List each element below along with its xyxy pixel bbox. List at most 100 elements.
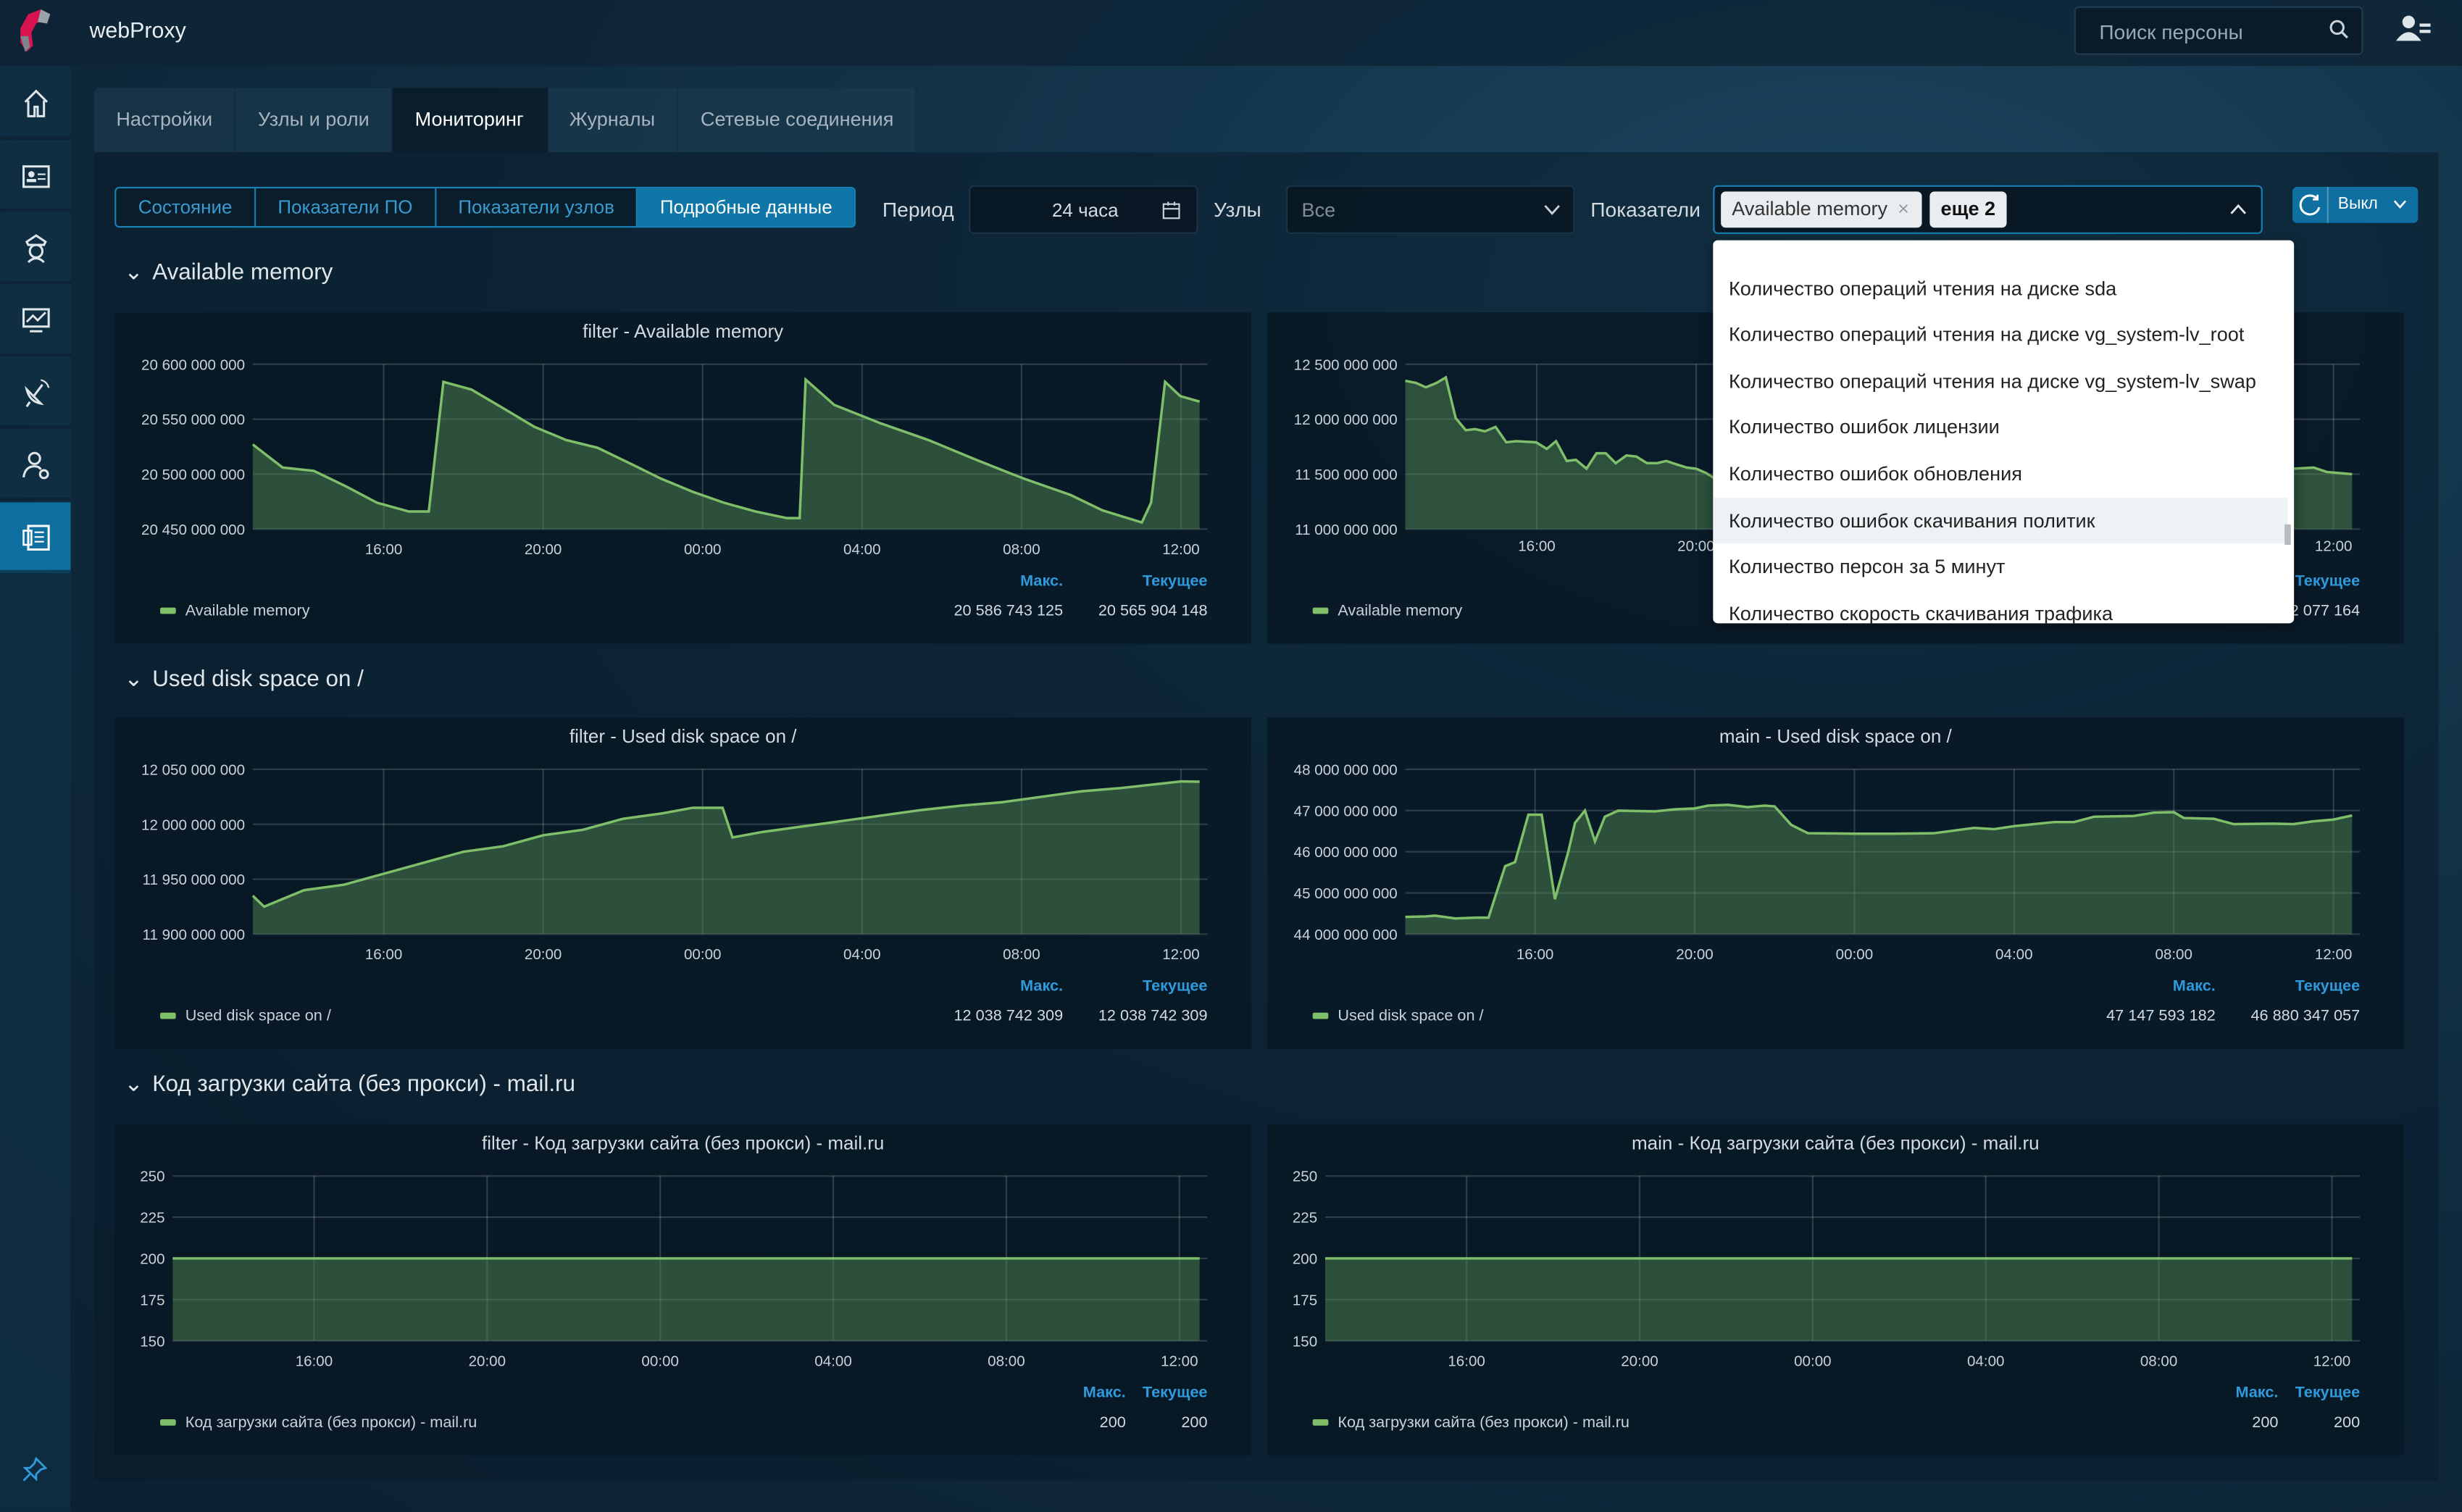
- chart-legend[interactable]: Available memory: [1313, 603, 1463, 620]
- period-label: Период: [882, 198, 954, 222]
- metric-chip-label: Available memory: [1732, 198, 1887, 220]
- satellite-dish-icon: [20, 376, 51, 407]
- x-tick-label: 20:00: [469, 1353, 506, 1369]
- user-settings-icon[interactable]: [2396, 14, 2431, 46]
- dropdown-option-label: Количество операций чтения на диске vg_s…: [1729, 324, 2244, 346]
- tab-nodes-roles[interactable]: Узлы и роли: [236, 88, 393, 152]
- sidebar-item-users[interactable]: [0, 430, 71, 501]
- y-tick-label: 250: [1293, 1169, 1317, 1185]
- dropdown-scrollbar[interactable]: [2284, 525, 2291, 545]
- pin-sidebar-icon[interactable]: [22, 1457, 47, 1482]
- stat-max-header: Макс.: [2235, 1384, 2278, 1402]
- chart-legend[interactable]: Used disk space on /: [160, 1008, 331, 1025]
- chevron-down-icon: ⌄: [124, 667, 146, 693]
- subtab-node-metrics[interactable]: Показатели узлов: [436, 188, 638, 226]
- metrics-multiselect[interactable]: Available memory × еще 2: [1713, 185, 2262, 234]
- legend-swatch: [1313, 1014, 1329, 1020]
- section-header[interactable]: ⌄Available memory: [124, 261, 333, 286]
- legend-label: Код загрузки сайта (без прокси) - mail.r…: [185, 1415, 477, 1432]
- dropdown-option-label: Количество ошибок скачивания политик: [1729, 509, 2095, 531]
- dropdown-option[interactable]: Количество персон за 5 минут: [1713, 544, 2287, 590]
- tab-logs[interactable]: Журналы: [547, 88, 678, 152]
- dropdown-option[interactable]: Количество ошибок скачивания политик: [1713, 498, 2287, 543]
- chart-title: filter - Used disk space on /: [114, 725, 1251, 747]
- home-icon: [20, 87, 51, 118]
- chart-legend[interactable]: Код загрузки сайта (без прокси) - mail.r…: [160, 1415, 477, 1432]
- dropdown-option[interactable]: Количество операций чтения на диске vg_s…: [1713, 359, 2287, 404]
- remove-chip-icon[interactable]: ×: [1898, 198, 1909, 220]
- y-tick-label: 200: [1293, 1251, 1317, 1268]
- auto-refresh-button[interactable]: Выкл: [2292, 187, 2418, 223]
- legend-swatch: [160, 1014, 176, 1020]
- series-area: [172, 1258, 1199, 1341]
- tab-network-connections[interactable]: Сетевые соединения: [679, 88, 917, 152]
- person-search[interactable]: [2074, 7, 2363, 55]
- stat-max-value: 200: [2252, 1415, 2278, 1432]
- chart-legend[interactable]: Used disk space on /: [1313, 1008, 1484, 1025]
- sidebar-item-policies[interactable]: [0, 214, 71, 285]
- series-area: [1406, 805, 2353, 935]
- tab-settings[interactable]: Настройки: [94, 88, 236, 152]
- period-value: 24 часа: [1052, 199, 1119, 221]
- section-header[interactable]: ⌄Used disk space on /: [124, 667, 364, 693]
- stat-max-header: Макс.: [1083, 1384, 1126, 1402]
- x-tick-label: 16:00: [365, 946, 403, 963]
- more-metrics-chip[interactable]: еще 2: [1929, 191, 2006, 227]
- chevron-down-icon: [2393, 199, 2408, 209]
- subtab-status[interactable]: Состояние: [116, 188, 256, 226]
- chart-legend[interactable]: Available memory: [160, 603, 310, 620]
- x-tick-label: 20:00: [1676, 946, 1713, 963]
- nodes-select[interactable]: Все: [1286, 185, 1575, 234]
- sidebar-item-home[interactable]: [0, 69, 71, 140]
- x-tick-label: 20:00: [525, 946, 562, 963]
- y-tick-label: 150: [140, 1333, 164, 1350]
- app-title: webProxy: [90, 17, 186, 43]
- x-tick-label: 08:00: [1003, 541, 1040, 558]
- y-tick-label: 225: [1293, 1210, 1317, 1227]
- dropdown-option[interactable]: Количество операций чтения на диске vg_s…: [1713, 312, 2287, 357]
- sidebar-item-persons[interactable]: [0, 141, 71, 212]
- x-tick-label: 00:00: [1836, 946, 1874, 963]
- y-tick-label: 200: [140, 1251, 164, 1268]
- dropdown-option[interactable]: Количество ошибок обновления: [1713, 451, 2287, 497]
- monitor-chart-icon: [20, 304, 51, 335]
- nodes-label: Узлы: [1214, 198, 1261, 222]
- x-tick-label: 12:00: [2313, 1353, 2350, 1369]
- sidebar-item-network[interactable]: [0, 358, 71, 429]
- series-area: [253, 782, 1200, 935]
- x-tick-label: 12:00: [2315, 538, 2353, 555]
- calendar-icon[interactable]: [1162, 201, 1181, 220]
- section-header[interactable]: ⌄Код загрузки сайта (без прокси) - mail.…: [124, 1072, 575, 1098]
- chart-legend[interactable]: Код загрузки сайта (без прокси) - mail.r…: [1313, 1415, 1629, 1432]
- period-picker[interactable]: 24 часа: [969, 185, 1198, 234]
- subtab-software-metrics[interactable]: Показатели ПО: [256, 188, 436, 226]
- y-tick-label: 45 000 000 000: [1294, 885, 1398, 902]
- x-tick-label: 04:00: [1967, 1353, 2005, 1369]
- x-tick-label: 16:00: [1516, 946, 1554, 963]
- x-tick-label: 20:00: [525, 541, 562, 558]
- dropdown-option[interactable]: Количество скорость скачивания трафика: [1713, 590, 2287, 623]
- monitoring-subtabs: Состояние Показатели ПО Показатели узлов…: [114, 187, 856, 227]
- y-tick-label: 12 000 000 000: [1294, 412, 1398, 428]
- legend-swatch: [160, 608, 176, 614]
- sidebar-item-reports[interactable]: [0, 502, 71, 573]
- stat-current-header: Текущее: [1143, 978, 1208, 995]
- chevron-up-icon[interactable]: [2229, 204, 2247, 215]
- stat-current-header: Текущее: [1143, 573, 1208, 590]
- x-tick-label: 08:00: [988, 1353, 1025, 1369]
- subtab-detailed-data[interactable]: Подробные данные: [638, 188, 854, 226]
- dropdown-option[interactable]: Количество операций чтения на диске sda: [1713, 265, 2287, 311]
- webproxy-logo: [16, 8, 63, 55]
- search-input[interactable]: [2096, 19, 2330, 46]
- sidebar-item-monitoring[interactable]: [0, 285, 71, 356]
- legend-label: Available memory: [1338, 603, 1462, 620]
- search-icon[interactable]: [2329, 19, 2349, 39]
- metrics-label: Показатели: [1590, 198, 1701, 222]
- dropdown-option[interactable]: Количество ошибок лицензии: [1713, 405, 2287, 451]
- dropdown-option-label: Количество ошибок обновления: [1729, 463, 2022, 485]
- x-tick-label: 00:00: [684, 541, 721, 558]
- tab-monitoring[interactable]: Мониторинг: [393, 88, 547, 152]
